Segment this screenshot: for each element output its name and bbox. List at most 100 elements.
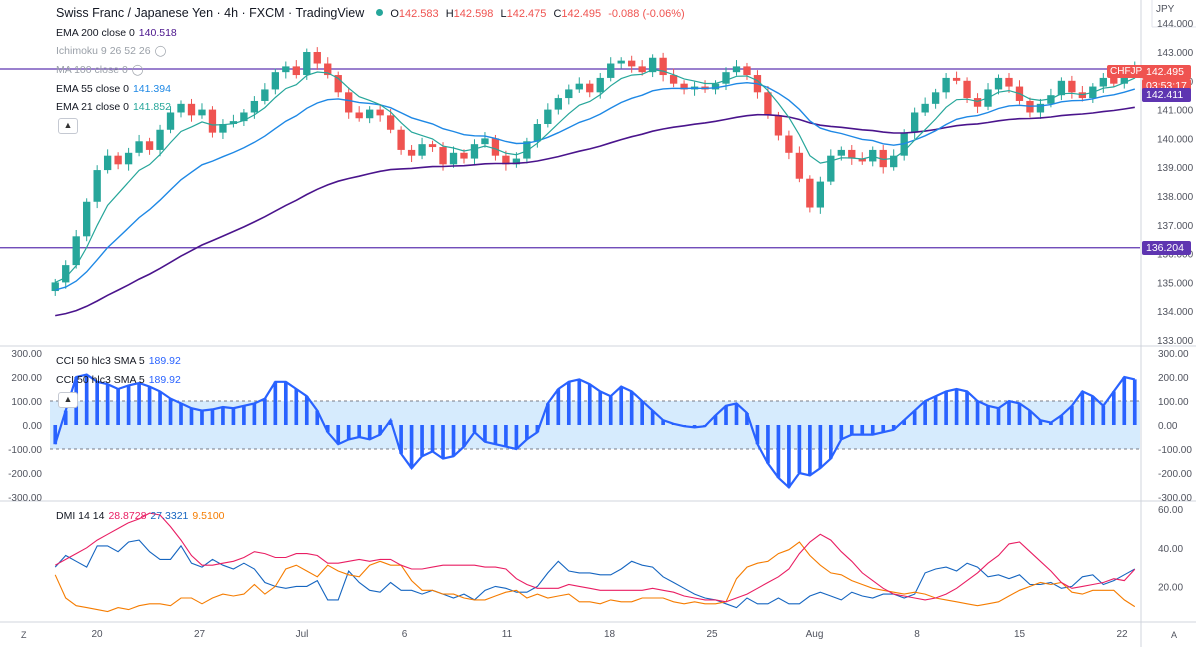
candle-body [93,170,101,202]
cci-tick-label-right: 300.00 [1158,349,1189,360]
candle-body [931,92,940,104]
indicator-name: Ichimoku 9 26 52 26 [56,45,151,57]
corner-left-label[interactable]: Z [21,630,27,640]
dmi-minus-line [54,541,1136,613]
candle-body [187,103,196,116]
indicator-value: 141.394 [132,83,171,95]
candle-body [617,60,625,64]
candle-body [449,152,458,165]
candle-body [114,155,122,165]
price-tick-label: 134.000 [1157,307,1194,318]
candle-body [648,57,657,73]
indicator-ichimoku[interactable]: Ichimoku 9 26 52 26 ◯ [56,45,170,57]
candle-body [324,63,332,76]
cci-tick-label-right: -200.00 [1158,469,1192,480]
candle-body [722,72,730,84]
ohlc-high: 142.598 [453,8,494,20]
time-tick-label: 15 [1014,629,1026,640]
candle-body [827,155,835,182]
candle-body [774,115,783,136]
candle-body [1047,95,1055,104]
indicator-ema55[interactable]: EMA 55 close 0 141.394 [56,83,175,95]
cci-tick-label-left: -100.00 [8,445,42,456]
time-tick-label: 22 [1116,629,1128,640]
ohlc-open-label: O [390,8,399,20]
candle-body [586,83,594,93]
candle-body [638,66,646,73]
price-tick-label: 139.000 [1157,163,1194,174]
candle-body [607,63,615,78]
indicator-value: 189.92 [148,355,181,367]
candle-body [407,149,416,156]
candle-body [229,121,238,124]
cci-legend-1[interactable]: CCI 50 hlc3 SMA 5 189.92 [56,355,185,367]
cci-legend-2[interactable]: CCI 50 hlc3 SMA 5 189.92 [56,374,185,386]
market-status-dot [376,9,384,16]
dmi-legend[interactable]: DMI 14 14 28.8728 27.3321 9.5100 [56,510,229,522]
candle-body [303,52,311,76]
indicator-value: 141.852 [132,101,171,113]
ohlc-low-label: L [500,8,507,20]
eye-crossed-icon[interactable]: ◯ [131,64,144,76]
candles [51,47,1139,296]
candle-body [72,236,80,266]
candle-body [334,75,342,93]
ohlc-close: 142.495 [561,8,602,20]
indicator-ma100[interactable]: MA 100 close 0 ◯ [56,64,148,76]
axis-unit[interactable]: JPY [1156,4,1175,15]
candle-body [51,282,59,292]
hline-price-tag-1: 142.411 [1142,88,1191,102]
candle-body [512,158,521,165]
candle-body [869,149,877,162]
candle-body [135,141,143,153]
time-tick-label: 20 [91,629,103,640]
candle-body [628,60,636,67]
cci-tick-label-left: 300.00 [11,349,42,360]
indicator-ema200[interactable]: EMA 200 close 0 140.518 [56,27,181,39]
chart-title: Swiss Franc / Japanese Yen · 4h · FXCM ·… [56,6,693,20]
price-tick-label: 140.000 [1157,134,1194,145]
candle-body [879,149,887,168]
candle-body [743,66,751,76]
candle-body [103,155,112,171]
indicator-name: EMA 55 close 0 [56,83,129,95]
candle-body [837,149,845,156]
time-tick-label: 11 [502,629,513,640]
indicator-value: 189.92 [148,374,181,386]
cci-histogram [53,374,1137,488]
candle-body [848,149,856,159]
candle-body [261,89,269,101]
last-price-tag: 142.495 [1142,65,1191,79]
candle-body [208,109,217,133]
candle-body [470,144,479,159]
candle-body [795,152,804,179]
candle-body [1099,77,1107,87]
cci-tick-label-right: -300.00 [1158,493,1192,504]
candle-body [292,66,300,76]
candle-body [271,72,280,90]
collapse-cci-legend-button[interactable]: ▲ [58,392,78,408]
collapse-legend-button[interactable]: ▲ [58,118,78,134]
time-tick-label: 25 [706,629,718,640]
price-tick-label: 137.000 [1157,221,1194,232]
price-tick-label: 135.000 [1157,278,1194,289]
cci-tick-label-right: 100.00 [1158,397,1189,408]
eye-crossed-icon[interactable]: ◯ [154,45,167,57]
dmi-tick-label: 40.00 [1158,544,1183,555]
ohlc-close-label: C [553,8,562,20]
cci-line [54,373,1136,490]
candle-body [481,138,489,145]
candle-body [994,77,1003,90]
candle-body [680,83,688,90]
candle-body [806,178,814,208]
indicator-ema21[interactable]: EMA 21 close 0 141.852 [56,101,175,113]
candle-body [491,138,500,156]
ohlc-low: 142.475 [506,8,547,20]
candle-body [533,124,542,142]
candle-body [386,115,395,130]
corner-right-label[interactable]: A [1171,630,1178,640]
candle-body [963,80,971,99]
candle-body [596,77,604,93]
dmi-tick-label: 60.00 [1158,505,1183,516]
